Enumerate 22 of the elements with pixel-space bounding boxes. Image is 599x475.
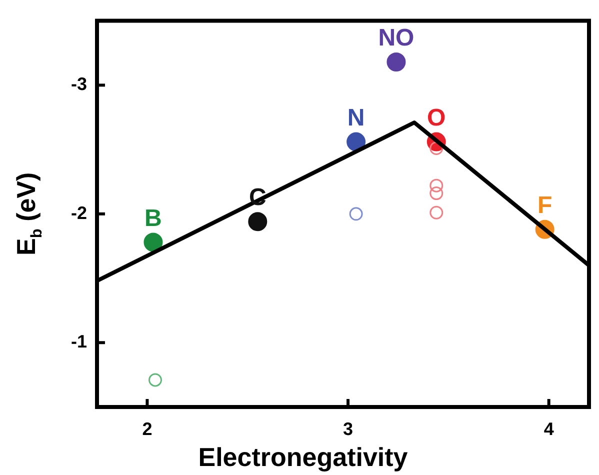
- point: [346, 132, 366, 152]
- x-axis-title: Electronegativity: [198, 442, 408, 472]
- series-label: F: [537, 192, 552, 219]
- y-axis-title: Eb (eV): [11, 172, 46, 256]
- point: [349, 207, 363, 221]
- point: [430, 178, 444, 192]
- series-label: B: [144, 204, 162, 232]
- y-tick-label: -1: [70, 332, 87, 352]
- x-tick-label: 2: [142, 418, 152, 439]
- series-label: NO: [378, 24, 414, 52]
- point: [386, 52, 406, 72]
- series-label: O: [427, 104, 446, 132]
- point: [148, 373, 162, 387]
- series-label: N: [347, 104, 365, 132]
- x-tick-label: 3: [343, 418, 354, 439]
- point: [430, 186, 444, 200]
- point: [248, 212, 268, 232]
- x-tick-label: 4: [544, 418, 554, 439]
- y-tick-label: -3: [70, 74, 87, 94]
- point: [430, 206, 444, 220]
- y-tick-label: -2: [70, 202, 87, 223]
- point: [144, 232, 163, 252]
